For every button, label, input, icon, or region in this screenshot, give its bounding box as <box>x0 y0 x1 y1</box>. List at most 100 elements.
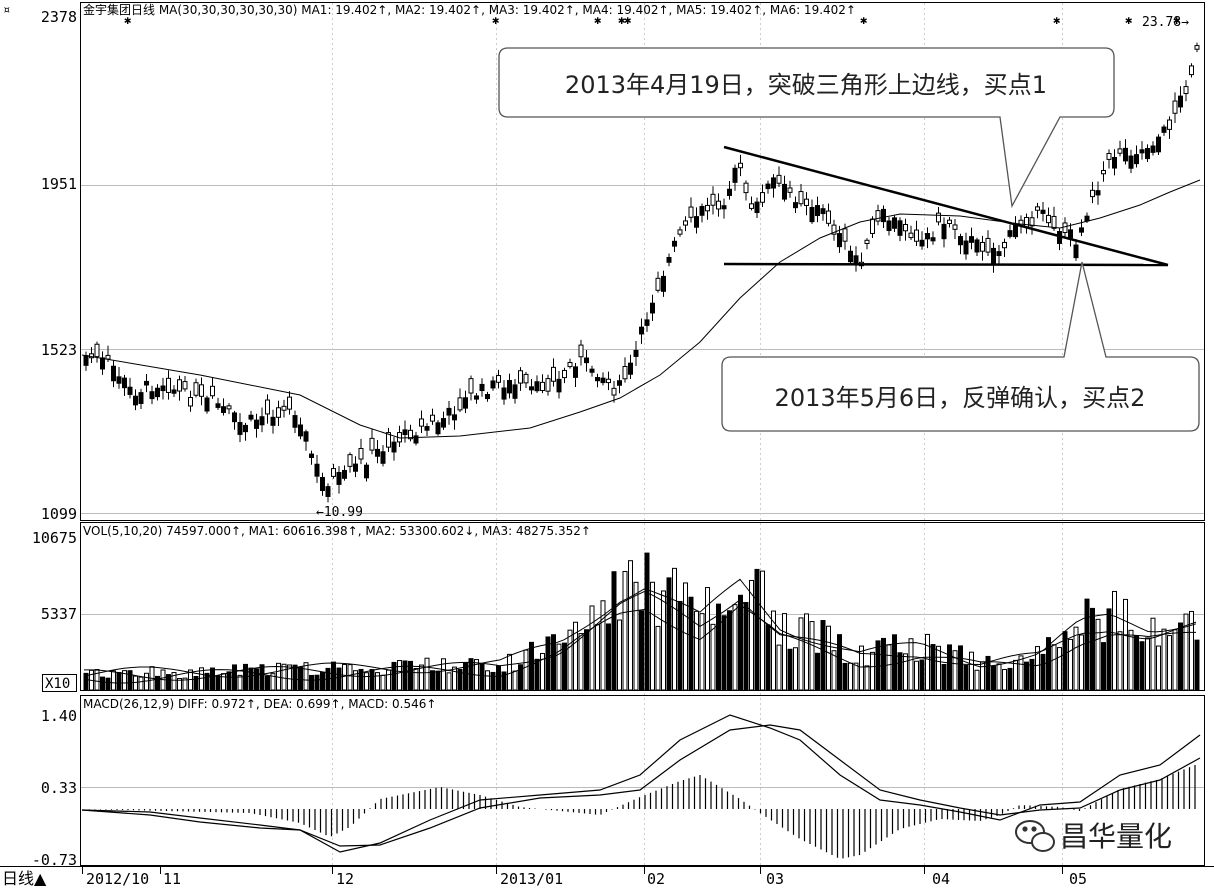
candle-body <box>963 240 969 255</box>
candle-body <box>837 233 842 248</box>
candle-body <box>749 203 754 209</box>
volume-bar <box>595 624 600 691</box>
volume-bar <box>875 640 881 691</box>
volume-y-ticks: 10675 5337 <box>32 529 77 623</box>
volume-bar <box>562 642 567 691</box>
price-tick-label: 1099 <box>41 505 77 523</box>
candle-body <box>1134 154 1139 165</box>
annotation-buy2-text: 2013年5月6日，反弹确认，买点2 <box>775 384 1146 412</box>
volume-bar <box>177 678 182 691</box>
volume-bar <box>545 636 551 691</box>
x-tick-label: 03 <box>766 870 784 888</box>
macd-tick-label: 0.33 <box>41 779 77 797</box>
volume-bar <box>243 663 248 691</box>
volume-bar <box>512 670 518 691</box>
candle-body <box>1183 86 1189 95</box>
candle-body <box>760 192 765 203</box>
volume-bar <box>100 676 105 691</box>
volume-bar <box>413 668 419 691</box>
macd-panel-header: MACD(26,12,9) DIFF: 0.972↑, DEA: 0.699↑,… <box>83 697 436 711</box>
candle-body <box>985 237 991 253</box>
volume-bar <box>864 665 870 691</box>
volume-bar <box>496 665 501 691</box>
candle-body <box>314 463 320 477</box>
volume-bar <box>837 634 842 691</box>
volume-bar <box>1101 642 1106 691</box>
candle-body <box>496 375 501 383</box>
triangle-lower-support-line <box>723 262 1169 267</box>
volume-bar <box>820 620 826 691</box>
candle-body <box>435 422 441 435</box>
volume-bar <box>919 659 925 691</box>
candle-body <box>358 447 364 460</box>
candle-body <box>1013 224 1018 238</box>
volume-bar <box>314 674 320 691</box>
period-selector[interactable]: 日线▲ <box>2 869 47 888</box>
candle-body <box>457 397 463 411</box>
event-marker-icon: ✱ <box>124 13 131 27</box>
candle-body <box>342 469 347 479</box>
candle-body <box>1046 214 1051 224</box>
candle-body <box>248 414 254 420</box>
volume-bar <box>1183 613 1189 691</box>
volume-bar <box>908 638 914 691</box>
x-tick-label: 11 <box>163 870 181 888</box>
volume-bar <box>1106 608 1112 691</box>
volume-bar <box>83 672 89 691</box>
candle-body <box>287 396 292 410</box>
annotation-buy1: 2013年4月19日，突破三角形上边线，买点1 <box>498 47 1115 209</box>
volume-bar <box>1156 645 1161 691</box>
candle-body <box>111 365 116 382</box>
macd-tick-label: 1.40 <box>41 707 77 725</box>
volume-bar <box>996 663 1002 691</box>
volume-bar <box>221 673 226 691</box>
candle-body <box>798 191 804 205</box>
candle-body <box>776 174 782 184</box>
x-tick-label: 12 <box>336 870 354 888</box>
candle-body <box>743 182 749 194</box>
volume-bar <box>485 670 490 691</box>
volume-bar <box>963 664 969 691</box>
candle-body <box>958 236 963 246</box>
macd-tick-label: -0.73 <box>32 851 77 869</box>
volume-bar <box>303 662 309 691</box>
candle-body <box>705 204 710 212</box>
volume-bar <box>886 644 892 691</box>
volume-bar <box>287 664 292 691</box>
candle-body <box>694 216 699 228</box>
candle-body <box>804 198 809 206</box>
volume-bar <box>705 587 710 691</box>
candle-body <box>595 377 600 382</box>
volume-bar <box>94 669 100 691</box>
candle-body <box>534 381 540 392</box>
candle-body <box>1156 136 1161 153</box>
volume-bar <box>265 675 270 691</box>
candle-body <box>221 406 226 413</box>
candle-body <box>677 229 683 235</box>
candle-body <box>309 453 314 458</box>
candle-body <box>386 432 391 448</box>
candle-body <box>1073 244 1079 259</box>
candle-body <box>1101 170 1106 175</box>
candle-body <box>375 448 380 457</box>
candle-body <box>996 251 1002 257</box>
volume-bar <box>892 634 897 691</box>
volume-bar <box>226 671 232 691</box>
volume-bar <box>578 633 584 691</box>
volume-bar <box>1018 655 1024 691</box>
candle-body <box>188 396 193 407</box>
volume-bar <box>617 619 622 691</box>
watermark-text: 昌华量化 <box>1060 820 1172 853</box>
volume-bar <box>259 664 265 691</box>
candle-body <box>787 187 793 193</box>
candle-body <box>320 477 325 491</box>
macd-panel-frame <box>80 695 1205 866</box>
volume-bar <box>633 581 639 691</box>
candle-body <box>463 397 468 409</box>
event-marker-icon: ✱ <box>860 13 867 27</box>
candle-body <box>914 229 919 242</box>
volume-bar <box>193 675 199 691</box>
volume-bar <box>1051 644 1057 691</box>
volume-bar <box>320 671 325 691</box>
scale-badge-label: X10 <box>45 676 70 692</box>
